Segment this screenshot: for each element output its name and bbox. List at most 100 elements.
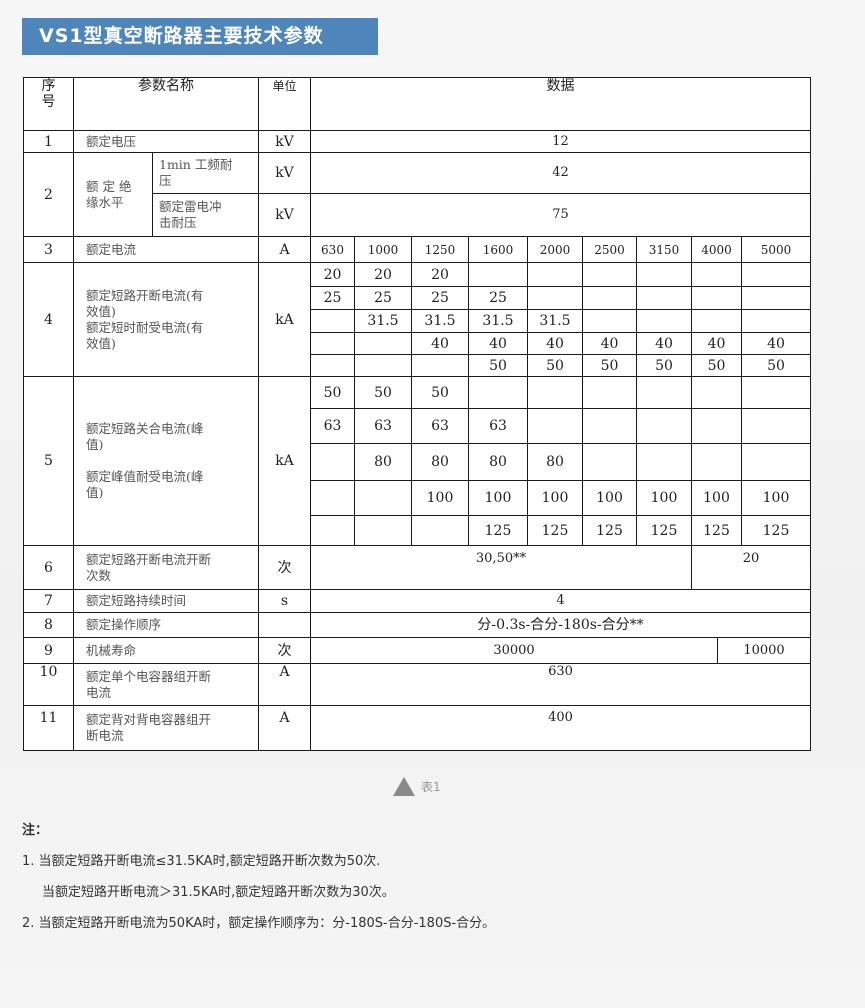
table-row: 40 40 40 40 40 40 40 (24, 332, 812, 355)
rating-value-cell (636, 443, 692, 481)
table-row: 25 25 25 25 (24, 286, 812, 310)
param-name: 额定短路开断电流开断 次数 (73, 545, 259, 590)
value-cell: 20 (690, 545, 812, 590)
rating-value-cell: 25 (468, 286, 528, 310)
seq-cell: 8 (23, 612, 74, 638)
table-row: 6 额定短路开断电流开断 次数 次 30,50** 20 (23, 545, 812, 590)
rating-value-cell (691, 286, 742, 310)
rating-value-cell (411, 515, 469, 546)
rating-value-cell (740, 262, 812, 287)
rating-value-cell: 40 (527, 332, 583, 355)
value-cell: 42 (309, 152, 812, 194)
rating-value-cell: 31.5 (354, 309, 412, 333)
rating-value-cell (740, 309, 812, 333)
unit-cell: 次 (258, 545, 311, 590)
param-name: 额定电压 (73, 130, 259, 153)
rating-value-cell (582, 376, 637, 409)
seq-cell: 10 (23, 663, 74, 706)
value-cell: 400 (309, 705, 812, 751)
page-title: VS1型真空断路器主要技术参数 (22, 18, 378, 55)
unit-cell: kV (258, 193, 311, 237)
table-row: 8 额定操作顺序 分-0.3s-合分-180s-合分** (23, 612, 812, 638)
rating-value-cell: 100 (740, 480, 812, 516)
unit-cell: 次 (258, 637, 311, 664)
table-row: 7 额定短路持续时间 s 4 (23, 589, 812, 613)
rating-value-cell: 50 (582, 354, 637, 377)
seq-cell: 2 (23, 152, 74, 237)
header-data: 数据 (309, 77, 812, 131)
rating-value-cell: 25 (354, 286, 412, 310)
rating-value-cell (582, 408, 637, 444)
rating-value-cell: 125 (740, 515, 812, 546)
table-row: 4 额定短路开断电流(有 效值) 额定短时耐受电流(有 效值) kA 20 20 2… (23, 262, 812, 377)
rating-value-cell (527, 376, 583, 409)
rating-value-cell: 20 (354, 262, 412, 287)
rating-value-cell: 125 (468, 515, 528, 546)
rating-value-cell: 125 (582, 515, 637, 546)
unit-cell: kA (258, 262, 311, 377)
rating-value-cell: 40 (636, 332, 692, 355)
rating-value-cell: 100 (691, 480, 742, 516)
notes: 注： 1. 当额定短路开断电流≤31.5KA时,额定短路开断次数为50次. 当额… (22, 820, 495, 939)
current-rating-cell: 1250 (411, 236, 469, 263)
unit-cell: s (258, 589, 311, 613)
header-seq: 序 号 (23, 77, 74, 131)
rating-value-cell: 63 (310, 408, 355, 444)
current-rating-cell: 1000 (354, 236, 412, 263)
rating-value-cell: 50 (636, 354, 692, 377)
rating-value-cell: 31.5 (468, 309, 528, 333)
rating-value-cell (636, 309, 692, 333)
value-cell: 4 (309, 589, 812, 613)
note-item: 1. 当额定短路开断电流≤31.5KA时,额定短路开断次数为50次. (22, 854, 381, 869)
note-item: 当额定短路开断电流＞31.5KA时,额定短路开断次数为30次。 (42, 885, 395, 900)
rating-value-cell (310, 309, 355, 333)
rating-value-cell (582, 443, 637, 481)
table-row: 9 机械寿命 次 30000 10000 (23, 637, 812, 664)
rating-value-cell: 100 (468, 480, 528, 516)
rating-value-cell (468, 376, 528, 409)
triangle-up-icon (393, 777, 415, 796)
rating-value-cell: 50 (411, 376, 469, 409)
notes-heading: 注： (22, 823, 49, 838)
rating-value-cell: 25 (411, 286, 469, 310)
table-row: 1 额定电压 kV 12 (23, 130, 812, 153)
param-name: 额定操作顺序 (73, 612, 259, 638)
unit-cell (258, 612, 311, 638)
rating-value-cell: 25 (310, 286, 355, 310)
sub-param-name: 1min 工频耐 压 (152, 152, 259, 194)
header-row: 序 号 参数名称 单位 数据 (23, 77, 812, 131)
rating-value-cell (691, 262, 742, 287)
header-unit: 单位 (258, 77, 311, 131)
rating-value-cell: 50 (691, 354, 742, 377)
table-caption: 表1 (393, 777, 441, 796)
unit-cell: kV (258, 130, 311, 153)
rating-value-cell (527, 408, 583, 444)
param-name: 机械寿命 (73, 637, 259, 664)
seq-cell: 1 (23, 130, 74, 153)
header-name: 参数名称 (73, 77, 259, 131)
seq-cell: 5 (23, 376, 74, 546)
value-cell: 12 (309, 130, 812, 153)
value-cell: 30000 (311, 638, 718, 663)
param-name: 额定背对背电容器组开 断电流 (73, 705, 259, 751)
table-row: 100 100 100 100 100 100 100 (24, 480, 812, 516)
rating-value-cell: 20 (310, 262, 355, 287)
unit-cell: kA (258, 376, 311, 546)
rating-value-cell: 100 (527, 480, 583, 516)
rating-value-cell (740, 408, 812, 444)
table-row: 3 额定电流 A 630 1000 1250 1600 2000 2500 3150 4000… (23, 236, 812, 263)
rating-value-cell (310, 515, 355, 546)
value-cell: 分-0.3s-合分-180s-合分** (309, 612, 812, 638)
rating-value-cell: 63 (411, 408, 469, 444)
seq-cell: 3 (23, 236, 74, 263)
rating-value-cell (354, 515, 412, 546)
rating-value-cell: 40 (468, 332, 528, 355)
rating-value-cell (740, 286, 812, 310)
rating-value-cell (310, 332, 355, 355)
param-name: 额定短路开断电流(有 效值) 额定短时耐受电流(有 效值) (73, 262, 259, 377)
unit-cell: A (258, 663, 311, 706)
rating-value-cell: 80 (354, 443, 412, 481)
param-name: 额定短路持续时间 (73, 589, 259, 613)
rating-value-cell: 100 (636, 480, 692, 516)
rating-value-cell: 100 (582, 480, 637, 516)
